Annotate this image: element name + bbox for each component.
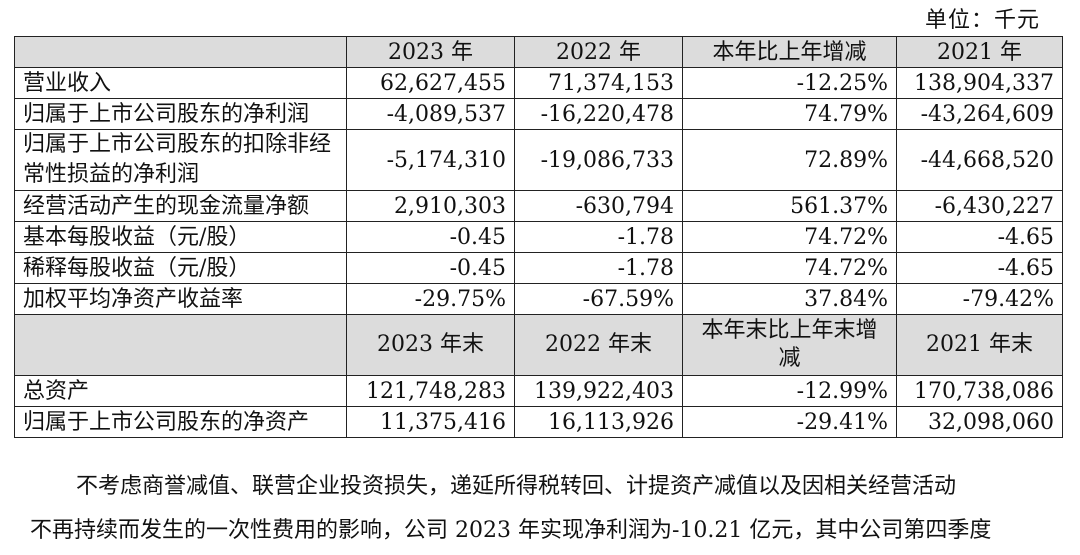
cell-2023: -5,174,310 xyxy=(346,129,515,191)
cell-change: 72.89% xyxy=(682,129,897,191)
cell-2022: -67.59% xyxy=(514,283,683,315)
cell-2021: -44,668,520 xyxy=(896,129,1063,191)
row-label: 总资产 xyxy=(14,375,347,407)
table-subheader-row: 2023 年末 2022 年末 本年末比上年末增减 2021 年末 xyxy=(14,314,1063,376)
subheader-cell-blank xyxy=(14,314,347,376)
row-label: 加权平均净资产收益率 xyxy=(14,283,347,315)
table-row: 营业收入 62,627,455 71,374,153 -12.25% 138,9… xyxy=(14,67,1063,99)
header-cell-2021: 2021 年 xyxy=(896,36,1063,68)
cell-2023: -0.45 xyxy=(346,221,515,253)
table-row: 归属于上市公司股东的净利润 -4,089,537 -16,220,478 74.… xyxy=(14,98,1063,130)
subheader-cell-2021: 2021 年末 xyxy=(896,314,1063,376)
cell-2022: -19,086,733 xyxy=(514,129,683,191)
cell-2022: -16,220,478 xyxy=(514,98,683,130)
table-row: 经营活动产生的现金流量净额 2,910,303 -630,794 561.37%… xyxy=(14,190,1063,222)
cell-2023: 2,910,303 xyxy=(346,190,515,222)
cell-2022: -1.78 xyxy=(514,252,683,284)
cell-2022: 16,113,926 xyxy=(514,406,683,438)
table-row: 总资产 121,748,283 139,922,403 -12.99% 170,… xyxy=(14,375,1063,407)
cell-2021: -4.65 xyxy=(896,221,1063,253)
subheader-cell-change: 本年末比上年末增减 xyxy=(682,314,897,376)
header-cell-2023: 2023 年 xyxy=(346,36,515,68)
row-label: 归属于上市公司股东的净利润 xyxy=(14,98,347,130)
subheader-cell-2023: 2023 年末 xyxy=(346,314,515,376)
cell-2021: -6,430,227 xyxy=(896,190,1063,222)
cell-change: 74.72% xyxy=(682,221,897,253)
body-paragraph-line-1: 不考虑商誉减值、联营企业投资损失，递延所得税转回、计提资产减值以及因相关经营活动 xyxy=(76,474,957,499)
row-label: 营业收入 xyxy=(14,67,347,99)
table-header-row: 2023 年 2022 年 本年比上年增减 2021 年 xyxy=(14,36,1063,68)
header-cell-change: 本年比上年增减 xyxy=(682,36,897,68)
cell-2021: -79.42% xyxy=(896,283,1063,315)
table-row: 归属于上市公司股东的扣除非经常性损益的净利润 -5,174,310 -19,08… xyxy=(14,129,1063,191)
unit-label: 单位：千元 xyxy=(924,8,1040,33)
cell-change: 74.72% xyxy=(682,252,897,284)
row-label: 稀释每股收益（元/股） xyxy=(14,252,347,284)
header-cell-blank xyxy=(14,36,347,68)
cell-change: -29.41% xyxy=(682,406,897,438)
row-label: 归属于上市公司股东的扣除非经常性损益的净利润 xyxy=(14,129,347,191)
cell-2023: -4,089,537 xyxy=(346,98,515,130)
subheader-cell-2022: 2022 年末 xyxy=(514,314,683,376)
cell-2023: 11,375,416 xyxy=(346,406,515,438)
cell-2023: 62,627,455 xyxy=(346,67,515,99)
cell-2021: 170,738,086 xyxy=(896,375,1063,407)
row-label: 归属于上市公司股东的净资产 xyxy=(14,406,347,438)
cell-change: 561.37% xyxy=(682,190,897,222)
financial-table: 2023 年 2022 年 本年比上年增减 2021 年 营业收入 62,627… xyxy=(14,36,1063,438)
cell-2023: 121,748,283 xyxy=(346,375,515,407)
cell-2023: -0.45 xyxy=(346,252,515,284)
row-label: 基本每股收益（元/股） xyxy=(14,221,347,253)
cell-2022: -630,794 xyxy=(514,190,683,222)
table-row: 稀释每股收益（元/股） -0.45 -1.78 74.72% -4.65 xyxy=(14,252,1063,284)
header-cell-2022: 2022 年 xyxy=(514,36,683,68)
body-paragraph-line-2: 不再持续而发生的一次性费用的影响，公司 2023 年实现净利润为-10.21 亿… xyxy=(30,518,992,543)
cell-2022: 71,374,153 xyxy=(514,67,683,99)
cell-change: 74.79% xyxy=(682,98,897,130)
cell-2021: 138,904,337 xyxy=(896,67,1063,99)
cell-2021: -43,264,609 xyxy=(896,98,1063,130)
cell-2023: -29.75% xyxy=(346,283,515,315)
table-row: 归属于上市公司股东的净资产 11,375,416 16,113,926 -29.… xyxy=(14,406,1063,438)
cell-2022: 139,922,403 xyxy=(514,375,683,407)
cell-change: 37.84% xyxy=(682,283,897,315)
cell-2021: -4.65 xyxy=(896,252,1063,284)
cell-2022: -1.78 xyxy=(514,221,683,253)
cell-change: -12.99% xyxy=(682,375,897,407)
table-row: 加权平均净资产收益率 -29.75% -67.59% 37.84% -79.42… xyxy=(14,283,1063,315)
cell-2021: 32,098,060 xyxy=(896,406,1063,438)
table-row: 基本每股收益（元/股） -0.45 -1.78 74.72% -4.65 xyxy=(14,221,1063,253)
row-label: 经营活动产生的现金流量净额 xyxy=(14,190,347,222)
cell-change: -12.25% xyxy=(682,67,897,99)
